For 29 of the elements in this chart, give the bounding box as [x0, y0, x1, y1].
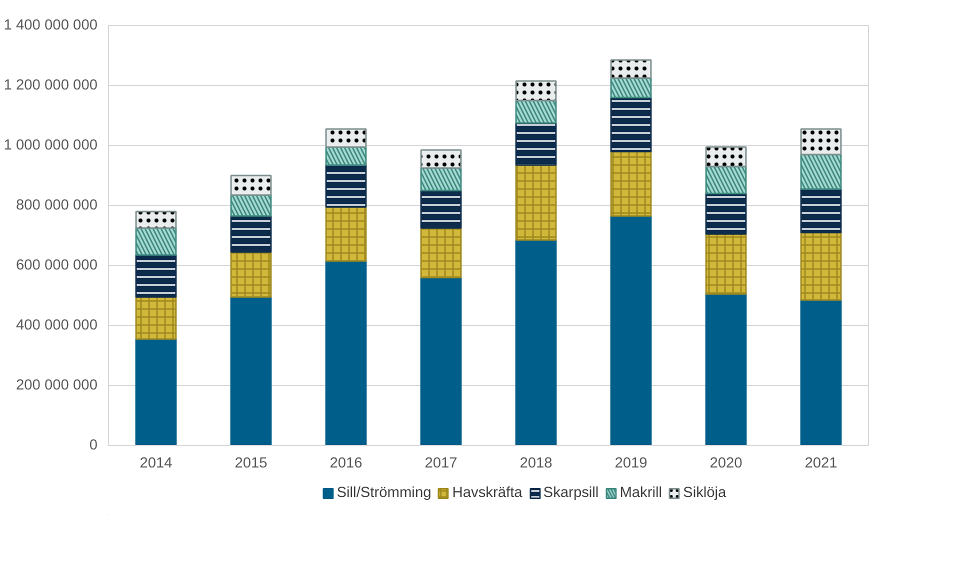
- x-tick-label: 2018: [520, 456, 552, 472]
- y-tick-label: 600 000 000: [16, 258, 98, 274]
- bar: [515, 239, 557, 446]
- x-tick-label: 2021: [804, 456, 838, 472]
- y-tick-label: 800 000 000: [16, 198, 98, 214]
- bar: [135, 338, 177, 446]
- bar: [705, 293, 747, 446]
- bar: [420, 276, 462, 446]
- legend-label: Makrill: [620, 484, 662, 500]
- x-tick-label: 2014: [140, 456, 172, 472]
- y-tick-label: 400 000 000: [16, 318, 98, 334]
- bar: [230, 296, 272, 446]
- x-tick-label: 2020: [710, 456, 742, 472]
- legend-label: Sill/Strömming: [336, 484, 432, 500]
- legend-label: Siklöja: [683, 484, 726, 500]
- y-tick-label: 1 200 000 000: [4, 78, 98, 94]
- legend-label: Skarpsill: [543, 484, 599, 500]
- legend-label: Havskräfta: [452, 484, 522, 500]
- y-tick-label: 1 000 000 000: [4, 138, 98, 154]
- x-tick-label: 2016: [330, 456, 362, 472]
- bar: [610, 215, 652, 446]
- x-tick-label: 2019: [614, 456, 648, 472]
- bar: [800, 299, 842, 446]
- y-tick-label: 200 000 000: [16, 378, 98, 394]
- x-tick-label: 2015: [234, 456, 268, 472]
- y-tick-label: 0: [89, 438, 98, 454]
- x-tick-label: 2017: [424, 456, 458, 472]
- bar: [325, 260, 367, 446]
- y-tick-label: 1 400 000 000: [4, 18, 98, 34]
